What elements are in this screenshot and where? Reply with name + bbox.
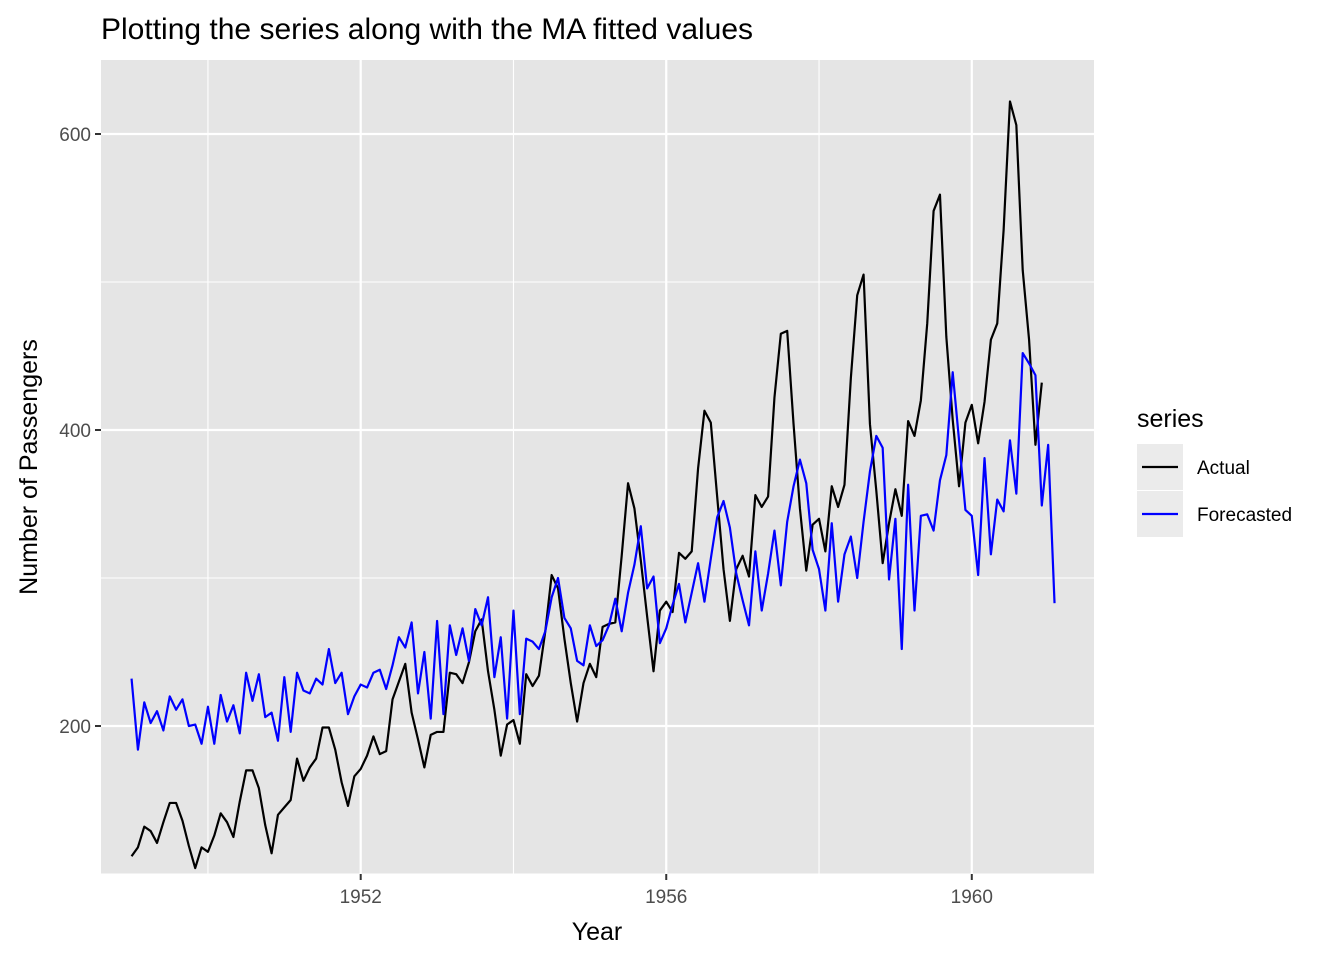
chart-title: Plotting the series along with the MA fi… <box>101 13 753 46</box>
series-line-actual <box>130 100 1043 870</box>
plot-panel <box>101 60 1094 874</box>
y-tick-label: 400 <box>59 421 91 442</box>
legend-label-forecasted: Forecasted <box>1197 505 1292 526</box>
x-tick-label: 1952 <box>340 887 382 908</box>
series-layer <box>130 100 1056 870</box>
x-tick-label: 1960 <box>951 887 993 908</box>
x-axis-title: Year <box>572 918 623 946</box>
grid-minor <box>101 60 1094 875</box>
y-axis: 200 400 600 <box>59 125 101 738</box>
grid-major <box>101 60 1094 874</box>
y-axis-title: Number of Passengers <box>15 339 43 595</box>
x-axis: 1952 1956 1960 <box>340 874 993 908</box>
legend: series Actual Forecasted <box>1137 405 1292 537</box>
x-tick-label: 1956 <box>645 887 687 908</box>
legend-title: series <box>1137 405 1204 433</box>
legend-label-actual: Actual <box>1197 458 1250 479</box>
series-line-forecasted <box>130 351 1056 751</box>
y-tick-label: 200 <box>59 717 91 738</box>
y-tick-label: 600 <box>59 125 91 146</box>
